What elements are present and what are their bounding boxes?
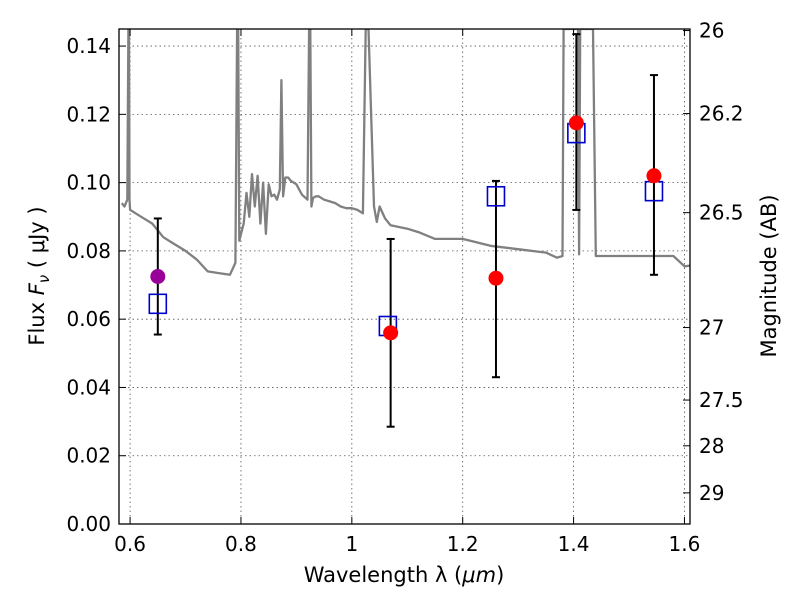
grid bbox=[119, 29, 690, 524]
mag-tick-label: 26 bbox=[699, 19, 724, 43]
x-tick-label: 1.4 bbox=[558, 532, 590, 556]
template-spectrum-line bbox=[120, 29, 690, 276]
x-tick-label: 1.2 bbox=[447, 532, 479, 556]
plot-frame bbox=[118, 28, 691, 525]
mag-tick-label: 26.5 bbox=[699, 201, 744, 225]
y-tick-label: 0.00 bbox=[66, 512, 111, 536]
mag-tick-label: 26.2 bbox=[699, 102, 744, 126]
observed-flux-point bbox=[568, 115, 584, 131]
observed-flux-point bbox=[383, 325, 399, 341]
y-tick-label: 0.04 bbox=[66, 375, 111, 399]
observed-flux-point bbox=[646, 168, 662, 184]
x-tick-label: 1 bbox=[345, 532, 358, 556]
y-tick-label: 0.02 bbox=[66, 444, 111, 468]
mag-tick-label: 29 bbox=[699, 481, 724, 505]
y2-axis-label: Magnitude (AB) bbox=[757, 194, 781, 357]
observed-flux-point bbox=[150, 269, 166, 284]
model-flux-square bbox=[148, 293, 168, 315]
observed-flux-point bbox=[488, 270, 504, 286]
x-tick-label: 0.8 bbox=[225, 532, 257, 556]
y-tick-label: 0.12 bbox=[66, 102, 111, 126]
x-tick-label: 1.6 bbox=[669, 532, 701, 556]
model-flux-square bbox=[486, 185, 506, 207]
y-tick-label: 0.14 bbox=[66, 34, 111, 58]
ticks: 0.6 0.8 1 1.2 1.4 1.6 0.00 0.02 0.04 0.06 0.08 0.10… bbox=[66, 19, 743, 556]
x-axis-label: Wavelength λ (μm) bbox=[304, 563, 505, 587]
y-tick-label: 0.08 bbox=[66, 239, 111, 263]
y-tick-label: 0.10 bbox=[66, 171, 111, 195]
y-tick-label: 0.06 bbox=[66, 307, 111, 331]
mag-tick-label: 27.5 bbox=[699, 388, 744, 412]
data-points bbox=[148, 33, 664, 428]
mag-tick-label: 27 bbox=[699, 316, 724, 340]
x-tick-label: 0.6 bbox=[114, 532, 146, 556]
mag-tick-label: 28 bbox=[699, 434, 724, 458]
y-axis-label: Flux Fν ( μJy ) bbox=[25, 206, 53, 345]
